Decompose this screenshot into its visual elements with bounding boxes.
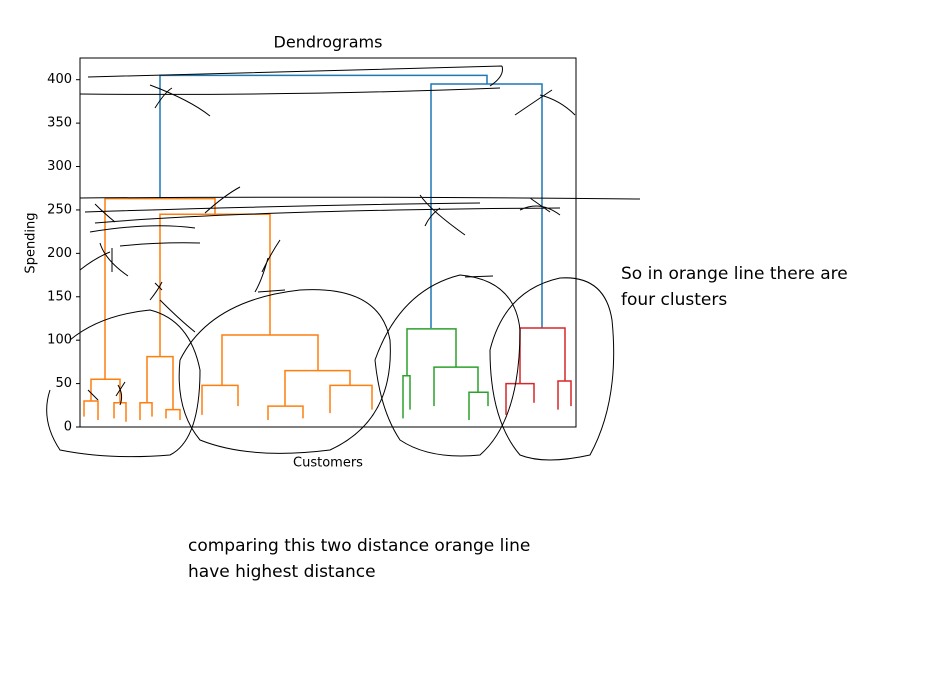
dendrogram-link [433, 366, 479, 407]
y-tick-label: 400 [47, 72, 72, 87]
x-axis-label: Customers [293, 456, 363, 471]
y-tick-label: 300 [47, 159, 72, 174]
y-tick-label: 50 [55, 376, 72, 391]
y-tick-label: 250 [47, 202, 72, 217]
y-tick-label: 0 [64, 420, 72, 435]
annotation: So in orange line there are [621, 264, 848, 284]
dendrogram-link [146, 355, 174, 410]
dendrogram-link [221, 334, 319, 386]
handwritten-scribbles [46, 65, 641, 461]
annotation: have highest distance [188, 562, 376, 582]
dendrogram-link [83, 400, 99, 421]
dendrogram-link [139, 401, 153, 421]
y-tick-label: 100 [47, 333, 72, 348]
dendrogram-link [113, 401, 127, 422]
y-tick-label: 200 [47, 246, 72, 261]
dendrogram-link [201, 384, 239, 415]
dendrogram-link [90, 378, 121, 403]
dendrogram-link [284, 369, 351, 407]
dendrogram-link [430, 83, 543, 329]
chart-title: Dendrograms [274, 33, 383, 52]
dendrogram-link [406, 328, 457, 376]
dendrogram-link [557, 380, 572, 410]
dendrogram-link [402, 375, 411, 419]
plot-frame [79, 57, 577, 428]
y-axis-label: Spending [24, 212, 39, 273]
y-tick-label: 150 [47, 289, 72, 304]
dendrogram-link [505, 382, 535, 415]
annotation: four clusters [621, 290, 727, 310]
dendrogram-link [267, 405, 304, 421]
annotation: comparing this two distance orange line [188, 536, 530, 556]
dendrogram-link [329, 384, 373, 414]
dendrogram-link [159, 74, 488, 199]
y-tick-label: 350 [47, 116, 72, 131]
dendrogram-link [165, 408, 181, 421]
dendrogram-link [468, 391, 489, 421]
dendrogram-link [519, 327, 566, 384]
dendrogram-link [104, 197, 216, 380]
